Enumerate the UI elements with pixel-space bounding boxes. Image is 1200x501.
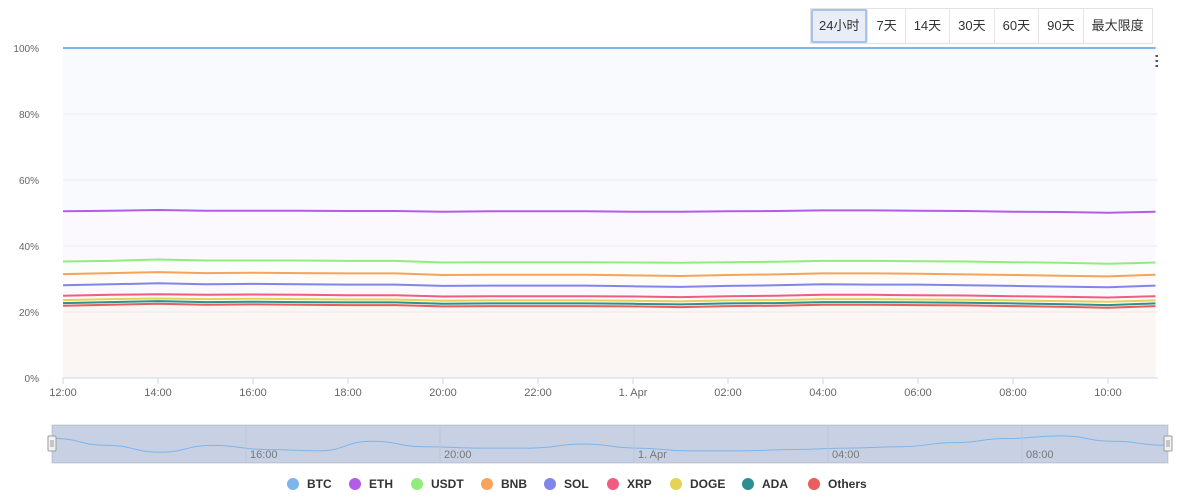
- series-line-others: [62, 302, 1156, 309]
- x-tick-label: 14:00: [144, 387, 172, 399]
- range-button-7d[interactable]: 7天: [868, 9, 906, 43]
- x-tick-label: 20:00: [429, 387, 457, 399]
- area-ada: [63, 301, 1156, 308]
- y-tick-label: 100%: [13, 44, 39, 55]
- navigator-right-handle: [1163, 435, 1173, 452]
- y-tick-label: 0%: [25, 374, 40, 385]
- range-button-24h[interactable]: 24小时: [811, 9, 869, 43]
- series-line-bnb: [62, 271, 1156, 278]
- x-tick-label: 18:00: [334, 387, 362, 399]
- x-tick-label: 02:00: [714, 387, 742, 399]
- series-line-ada: [62, 300, 1156, 307]
- stacked-button[interactable]: Stacked: [1010, 49, 1064, 72]
- navigator-tick-label: 08:00: [1026, 449, 1054, 461]
- x-tick-label: 22:00: [524, 387, 552, 399]
- legend-label-others: Others: [828, 477, 867, 491]
- range-button-90d[interactable]: 90天: [1039, 9, 1084, 43]
- y-tick-label: 20%: [19, 308, 39, 319]
- legend-marker-usdt: [411, 478, 423, 490]
- range-button-60d[interactable]: 60天: [994, 9, 1040, 43]
- area-xrp: [63, 294, 1156, 302]
- navigator-tick-label: 16:00: [250, 449, 278, 461]
- legend-marker-sol: [544, 478, 556, 490]
- area-bnb: [63, 272, 1156, 288]
- time-range-selector: 24小时 7天 14天 30天 60天 90天 最大限度: [810, 8, 1153, 44]
- area-sol: [63, 283, 1156, 298]
- x-tick-label: 10:00: [1094, 387, 1122, 399]
- chart-mode-toolbar: Stacked Overlapping: [1010, 49, 1163, 72]
- navigator-selection: [52, 425, 1168, 463]
- y-tick-label: 80%: [19, 110, 39, 121]
- legend-label-doge: DOGE: [690, 477, 725, 491]
- legend-marker-eth: [349, 478, 361, 490]
- range-button-max[interactable]: 最大限度: [1083, 9, 1152, 43]
- legend-label-ada: ADA: [762, 477, 788, 491]
- x-tick-label: 12:00: [49, 387, 77, 399]
- area-doge: [63, 298, 1156, 306]
- navigator-line: [53, 435, 1167, 453]
- legend-label-bnb: BNB: [501, 477, 527, 491]
- legend-marker-xrp: [607, 478, 619, 490]
- navigator-tick-label: 04:00: [832, 449, 860, 461]
- area-btc: [63, 48, 1156, 213]
- legend-label-usdt: USDT: [431, 477, 464, 491]
- legend-marker-others: [808, 478, 820, 490]
- legend-label-btc: BTC: [307, 477, 332, 491]
- legend-marker-doge: [670, 478, 682, 490]
- x-tick-label: 06:00: [904, 387, 932, 399]
- series-line-sol: [62, 282, 1156, 289]
- x-tick-label: 04:00: [809, 387, 837, 399]
- area-eth: [63, 210, 1156, 264]
- overlapping-button[interactable]: Overlapping: [1063, 49, 1139, 72]
- legend-label-eth: ETH: [369, 477, 393, 491]
- legend-marker-ada: [742, 478, 754, 490]
- x-tick-label: 08:00: [999, 387, 1027, 399]
- series-line-xrp: [62, 293, 1156, 299]
- y-tick-label: 60%: [19, 176, 39, 187]
- navigator-tick-label: 20:00: [444, 449, 472, 461]
- hamburger-menu-icon[interactable]: [1142, 49, 1162, 72]
- area-others: [63, 303, 1156, 378]
- navigator-background: [51, 424, 1169, 464]
- x-tick-label: 16:00: [239, 387, 267, 399]
- range-button-14d[interactable]: 14天: [905, 9, 951, 43]
- series-line-usdt: [62, 258, 1156, 265]
- legend-marker-bnb: [481, 478, 493, 490]
- legend-marker-btc: [287, 478, 299, 490]
- area-usdt: [63, 259, 1156, 277]
- navigator-left-handle: [47, 435, 57, 452]
- y-tick-label: 40%: [19, 242, 39, 253]
- range-button-30d[interactable]: 30天: [950, 9, 995, 43]
- legend-label-xrp: XRP: [627, 477, 652, 491]
- series-line-eth: [62, 208, 1156, 214]
- navigator-tick-label: 1. Apr: [638, 449, 667, 461]
- legend-label-sol: SOL: [564, 477, 589, 491]
- x-tick-label: 1. Apr: [619, 387, 648, 399]
- series-line-doge: [62, 297, 1156, 303]
